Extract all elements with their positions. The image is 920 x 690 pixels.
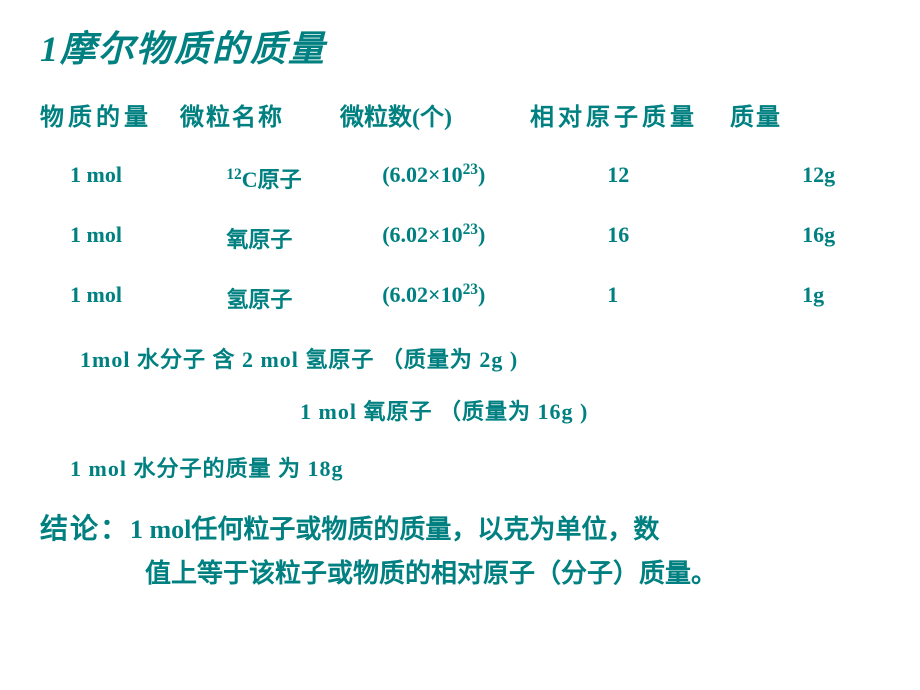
cell-count: (6.02×1023) bbox=[382, 222, 567, 254]
table-row: 1 mol 氧原子 (6.02×1023) 16 16g bbox=[40, 222, 880, 254]
cell-name: 氧原子 bbox=[206, 222, 382, 254]
header-particle-name: 微粒名称 bbox=[180, 97, 340, 132]
page-title: 1摩尔物质的质量 bbox=[40, 20, 880, 72]
conclusion: 结论：1 mol任何粒子或物质的质量，以克为单位，数 值上等于该粒子或物质的相对… bbox=[40, 508, 880, 594]
cell-rel-mass: 16 bbox=[567, 222, 802, 254]
note-water-h: 1mol 水分子 含 2 mol 氢原子 （质量为 2g ) bbox=[80, 342, 880, 374]
note-water-total: 1 mol 水分子的质量 为 18g bbox=[70, 451, 880, 483]
table-header-row: 物质的量 微粒名称 微粒数(个) 相对原子质量 质量 bbox=[40, 97, 880, 132]
conclusion-text-2: 值上等于该粒子或物质的相对原子（分子）质量。 bbox=[145, 553, 880, 595]
conclusion-text-1: 1 mol任何粒子或物质的质量，以克为单位，数 bbox=[130, 515, 659, 544]
header-mass: 质量 bbox=[730, 97, 810, 132]
note-water-o: 1 mol 氧原子 （质量为 16g ) bbox=[300, 394, 880, 426]
slide-content: 1摩尔物质的质量 物质的量 微粒名称 微粒数(个) 相对原子质量 质量 1 mo… bbox=[0, 0, 920, 614]
cell-name: 12C原子 bbox=[206, 162, 382, 194]
cell-mass: 12g bbox=[802, 162, 880, 194]
cell-amount: 1 mol bbox=[40, 222, 206, 254]
header-rel-mass: 相对原子质量 bbox=[530, 97, 730, 132]
cell-rel-mass: 1 bbox=[567, 282, 802, 314]
header-particle-count: 微粒数(个) bbox=[340, 97, 530, 132]
cell-count: (6.02×1023) bbox=[382, 162, 567, 194]
cell-name: 氢原子 bbox=[206, 282, 382, 314]
cell-amount: 1 mol bbox=[40, 282, 206, 314]
cell-mass: 16g bbox=[802, 222, 880, 254]
table-row: 1 mol 12C原子 (6.02×1023) 12 12g bbox=[40, 162, 880, 194]
cell-count: (6.02×1023) bbox=[382, 282, 567, 314]
header-amount: 物质的量 bbox=[40, 97, 180, 132]
conclusion-label: 结论： bbox=[40, 514, 130, 545]
cell-rel-mass: 12 bbox=[567, 162, 802, 194]
table-row: 1 mol 氢原子 (6.02×1023) 1 1g bbox=[40, 282, 880, 314]
cell-mass: 1g bbox=[802, 282, 880, 314]
cell-amount: 1 mol bbox=[40, 162, 206, 194]
